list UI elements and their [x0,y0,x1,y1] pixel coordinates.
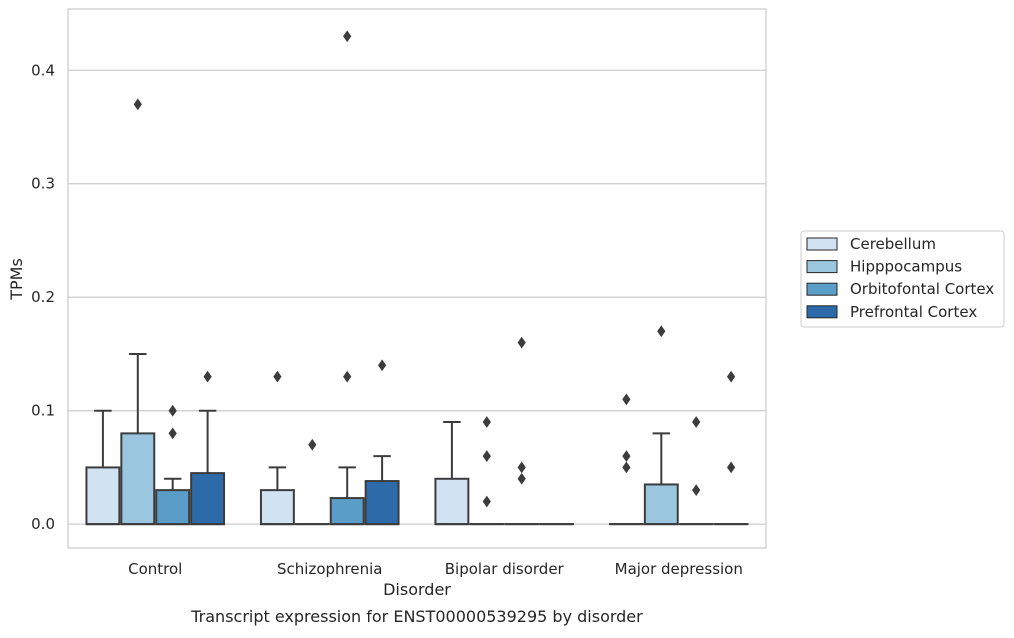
y-tick-label: 0.3 [31,175,55,193]
box-plot [85,409,121,526]
box [434,477,470,526]
y-tick-label: 0.4 [31,61,55,79]
legend: Cerebellum Hipppocampus Orbitofontal Corte… [800,230,1005,328]
legend-label: Orbitofontal Cortex [850,280,994,298]
outlier-point [622,461,631,474]
x-tick-label: Control [128,560,182,578]
outlier-point [482,450,491,462]
legend-label: Hipppocampus [850,258,962,276]
outlier-point [308,438,317,451]
outlier-point [343,370,352,383]
outlier-point [622,450,631,462]
outlier-point [726,461,736,474]
y-tick-label: 0.2 [31,288,55,306]
box-plot [329,30,365,526]
x-tick-label: Schizophrenia [277,560,382,578]
outlier-point [168,404,177,417]
box-plot [504,336,540,526]
y-axis-title: TPMs [7,258,26,301]
outlier-point [517,336,526,349]
outlier-point [203,370,212,383]
box-plot [678,416,714,526]
box-plot [643,325,679,526]
plot-frame [67,8,767,549]
chart-caption: Transcript expression for ENST0000053929… [190,607,643,626]
x-tick-label: Bipolar disorder [445,560,565,578]
legend-swatch [806,260,838,274]
box [643,483,679,526]
outlier-point [726,370,736,383]
outlier-point [517,472,526,485]
box [85,466,121,526]
box [329,497,365,526]
y-tick-label: 0.1 [31,402,55,420]
outlier-point [622,393,631,406]
outlier-point [482,495,491,508]
box-plot [259,370,295,526]
legend-swatch [806,237,838,251]
legend-label: Cerebellum [850,235,936,253]
legend-frame [800,230,1005,328]
y-tick-label: 0.0 [31,515,55,533]
outlier-point [133,98,142,111]
x-axis-ticks: Control Schizophrenia Bipolar disorder Majo… [128,560,743,578]
x-axis-title: Disorder [383,580,451,599]
box-plot [364,359,400,526]
box-plot [120,98,156,526]
outlier-point [168,427,177,440]
outlier-point [377,359,387,372]
box [364,480,400,526]
box-plot [155,404,191,526]
legend-swatch [806,305,838,319]
outlier-point [517,461,526,474]
legend-swatch [806,282,838,296]
box [155,489,191,526]
box-plot [190,370,226,526]
outlier-point [343,30,352,43]
x-tick-label: Major depression [615,560,743,578]
box-plot [713,370,749,526]
y-axis-ticks: 0.0 0.1 0.2 0.3 0.4 [31,61,55,533]
outlier-point [692,416,701,428]
box-plot [434,421,470,526]
outlier-point [692,484,701,496]
box-plot [294,438,330,526]
box [259,489,295,526]
legend-label: Prefrontal Cortex [850,303,977,321]
outlier-point [482,416,491,428]
box-plot [608,393,644,526]
box-plots [85,30,749,526]
outlier-point [657,325,666,338]
box [190,472,226,526]
outlier-point [273,370,282,383]
box [120,432,156,526]
box-plot [469,416,505,526]
